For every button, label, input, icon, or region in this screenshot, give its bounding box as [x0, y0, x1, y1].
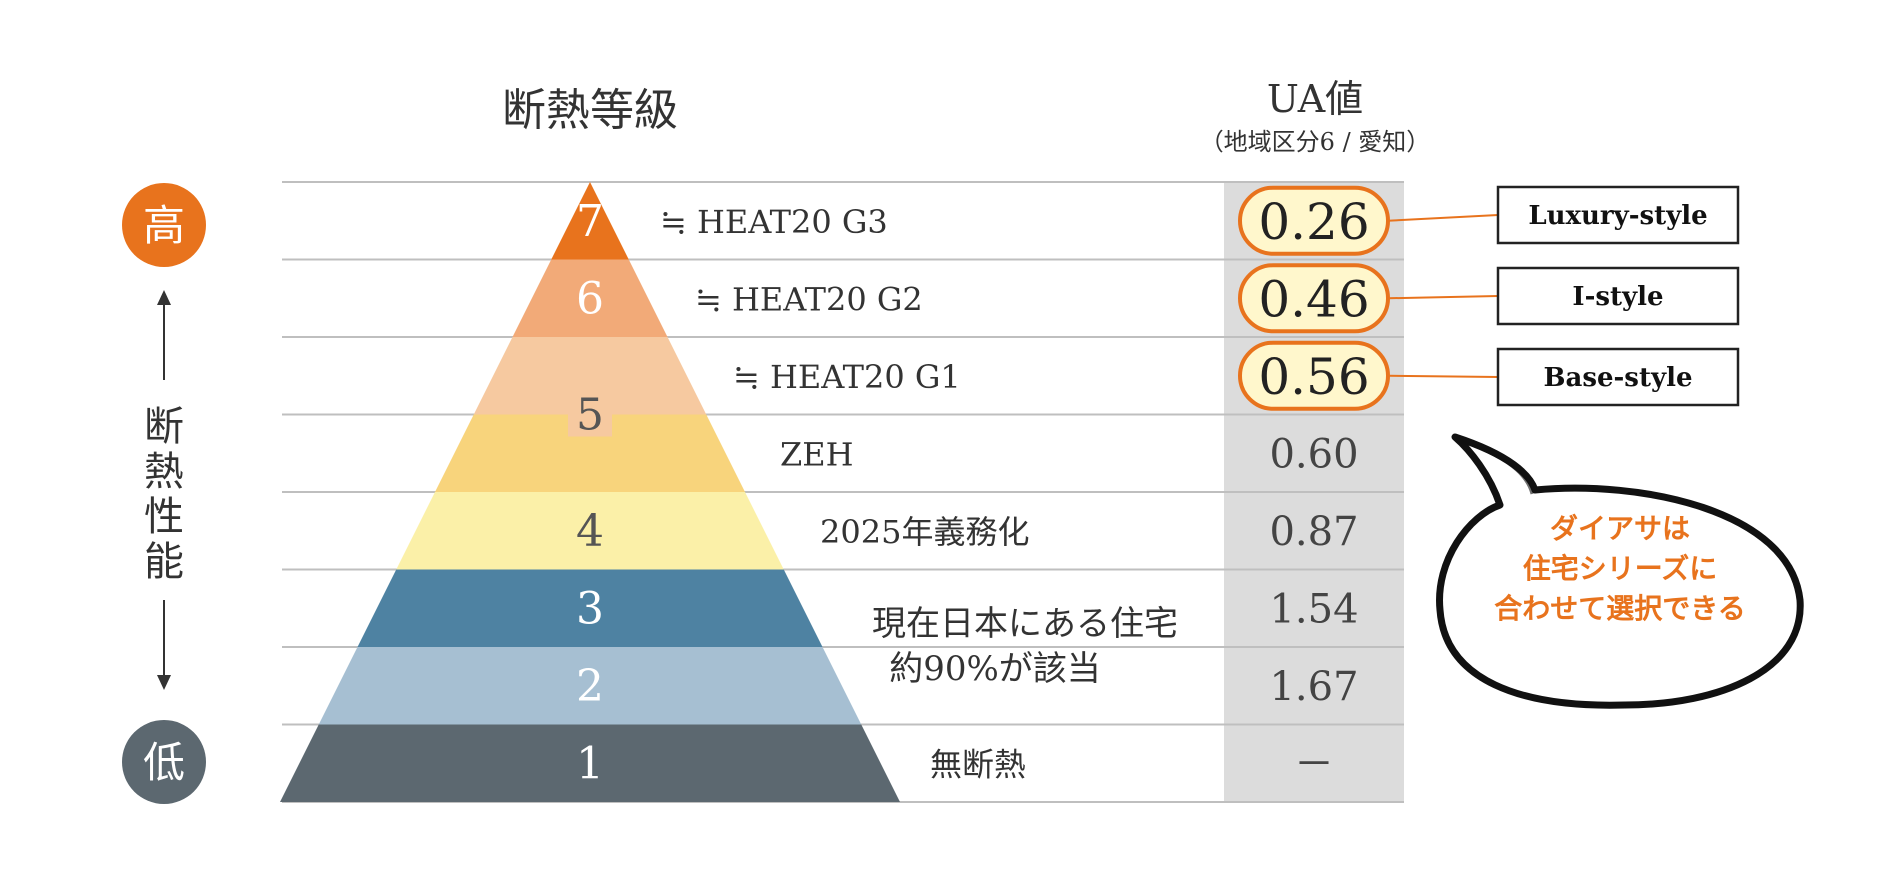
pyramid-band: [280, 724, 900, 802]
ua-value: 0.56: [1258, 348, 1369, 406]
ua-value: －: [1294, 741, 1334, 787]
grade-number: 4: [576, 506, 604, 557]
style-tag-label: I-style: [1572, 282, 1663, 312]
pyramid-band: [473, 337, 707, 415]
existing-homes-note-line2: 約90%が該当: [889, 649, 1101, 689]
grade-number-backdrop: [568, 392, 612, 437]
axis-label-char: 能: [144, 539, 184, 585]
grade-number: 1: [576, 738, 604, 789]
pyramid: [280, 182, 900, 802]
pyramid-band: [396, 492, 784, 570]
grade-number: 3: [576, 583, 604, 634]
pyramid-band: [318, 647, 862, 725]
ua-value: 0.87: [1269, 509, 1358, 555]
ua-value: 1.67: [1269, 664, 1358, 710]
style-tag-label: Base-style: [1544, 363, 1693, 393]
ua-value: 0.26: [1258, 193, 1369, 251]
pyramid-band: [435, 414, 745, 492]
high-label: 高: [143, 201, 185, 250]
page-title: 断熱等級: [502, 85, 678, 136]
axis-label-char: 性: [144, 494, 184, 540]
grade-description: 2025年義務化: [820, 513, 1029, 551]
grade-number: 2: [576, 661, 604, 712]
grade-descriptions: ≒ HEAT20 G3 ≒ HEAT20 G2 ≒ HEAT20 G1 ZEH 2025…: [660, 203, 1029, 784]
ua-value: 0.46: [1258, 270, 1369, 328]
style-connector: [1387, 214, 1499, 222]
grade-number: 5: [576, 390, 604, 441]
speech-bubble: [1436, 433, 1804, 709]
pyramid-band: [551, 182, 629, 260]
grade-description: ≒ HEAT20 G1: [733, 358, 961, 396]
style-connector: [1387, 295, 1499, 300]
grade-number: 6: [576, 273, 604, 324]
axis-arrow-down: [157, 600, 171, 690]
ua-title: UA値: [1267, 77, 1363, 121]
ua-values: 0.26 0.46 0.56 0.60 0.87 1.54 1.67 －: [1238, 185, 1390, 787]
bubble-text-line: 合わせて選択できる: [1494, 592, 1745, 625]
axis-arrow-up: [157, 290, 171, 380]
low-label: 低: [143, 738, 185, 787]
grade-description: ZEH: [780, 435, 854, 473]
ua-value: 0.60: [1269, 431, 1358, 477]
high-badge: [122, 183, 206, 267]
style-tag-label: Luxury-style: [1528, 201, 1707, 231]
existing-homes-note-line1: 現在日本にある住宅: [872, 604, 1178, 644]
style-connector: [1387, 374, 1499, 378]
style-tag-box: [1496, 347, 1740, 407]
axis-label-char: 断: [144, 404, 184, 450]
ua-value: 1.54: [1269, 586, 1358, 632]
ua-subtitle: （地域区分6 / 愛知）: [1200, 128, 1431, 156]
grade-numbers: 7 6 5 4 3 2 1: [568, 196, 612, 789]
axis-label-char: 熱: [144, 449, 184, 495]
low-badge: [122, 720, 206, 804]
grade-description: 無断熱: [930, 745, 1026, 783]
bubble-text-line: ダイアサは: [1550, 512, 1690, 545]
style-tags: Luxury-style I-style Base-style: [1387, 185, 1740, 407]
pyramid-band: [512, 259, 668, 337]
bubble-text-line: 住宅シリーズに: [1523, 552, 1718, 585]
style-tag-box: [1496, 266, 1740, 326]
grade-number: 7: [576, 196, 604, 247]
grade-description: ≒ HEAT20 G2: [695, 280, 923, 318]
grade-description: ≒ HEAT20 G3: [660, 203, 888, 241]
style-tag-box: [1496, 185, 1740, 245]
pyramid-band: [357, 569, 823, 647]
